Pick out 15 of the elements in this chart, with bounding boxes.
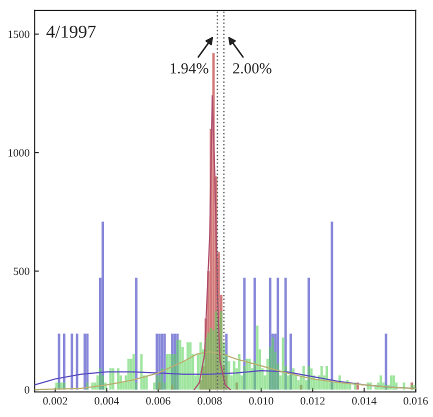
- x-tick-label: 0.008: [198, 397, 222, 405]
- x-tick-label: 0.014: [352, 397, 377, 405]
- x-tick-label: 0.004: [94, 397, 120, 405]
- y-tick-label: 500: [14, 268, 30, 276]
- x-tick-label: 0.006: [146, 397, 170, 405]
- annotation: 2.00%: [233, 63, 272, 74]
- y-tick-label: 1500: [8, 30, 30, 38]
- x-tick-label: 0.016: [404, 397, 428, 405]
- x-tick-label: 0.010: [249, 397, 274, 405]
- x-tick-label: 0.002: [43, 397, 68, 405]
- x-tick-label: 0.012: [300, 397, 325, 405]
- annotation: 1.94%: [170, 63, 208, 74]
- annotation: 4/1997: [46, 26, 96, 38]
- y-tick-label: 1000: [8, 149, 30, 157]
- y-tick-label: 0: [24, 386, 30, 394]
